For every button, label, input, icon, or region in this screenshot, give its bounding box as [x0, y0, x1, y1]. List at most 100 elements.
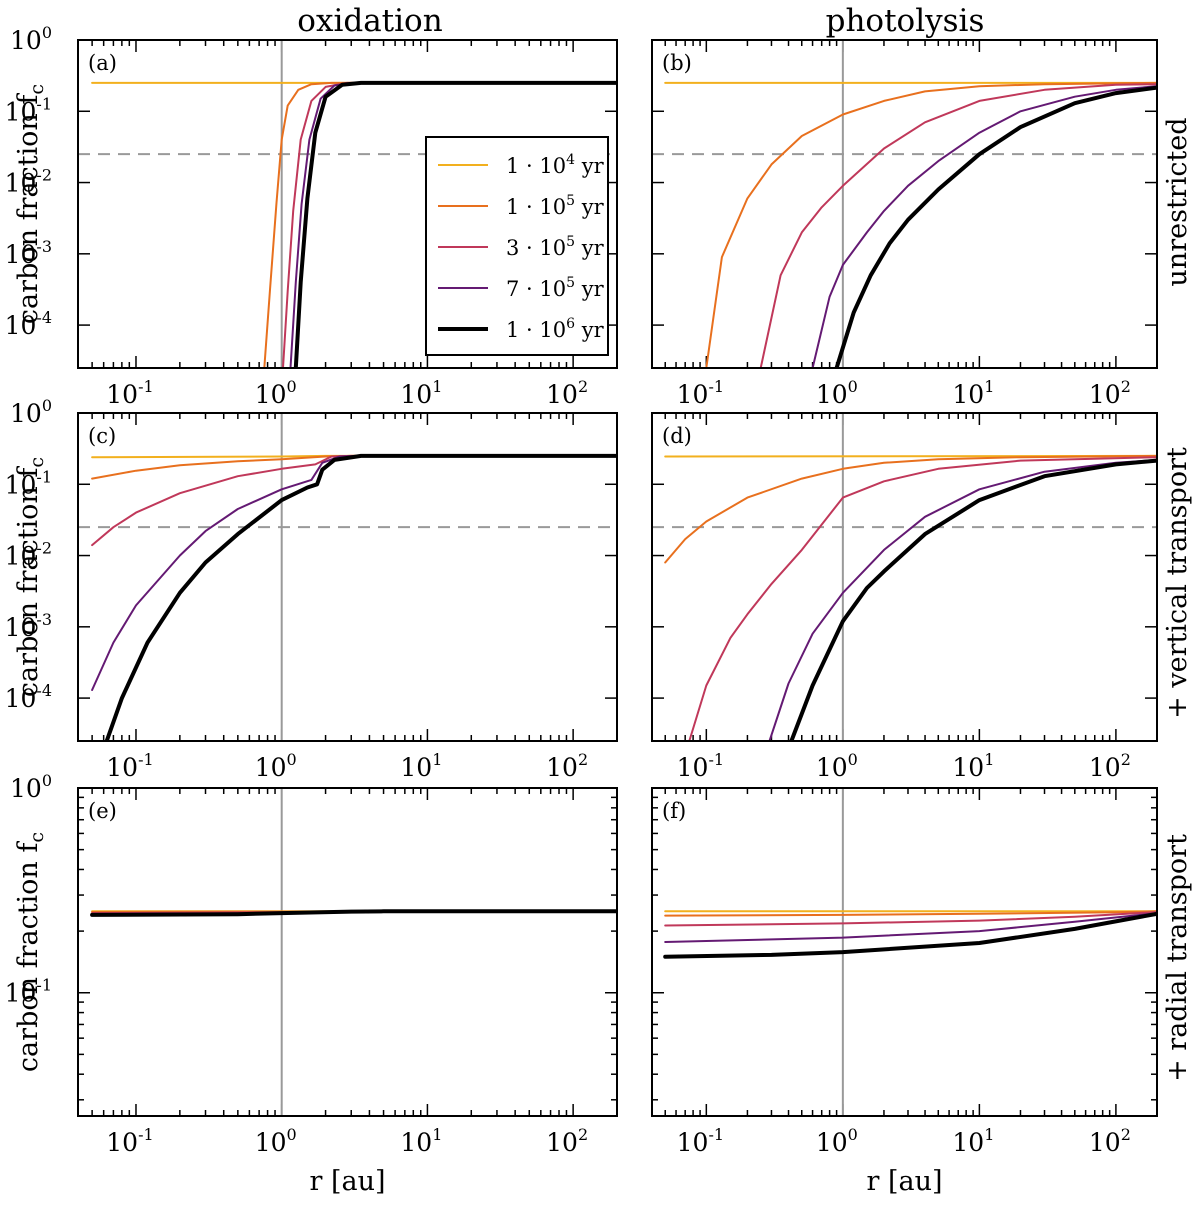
plot-area — [90, 788, 617, 1116]
legend-label: 1 · 104 yr — [506, 152, 605, 178]
x-tick-label: 100 — [816, 1125, 858, 1157]
panel-label: (e) — [88, 799, 117, 823]
x-axis-label: r [au] — [309, 1166, 385, 1197]
x-tick-label: 10-1 — [677, 750, 724, 782]
series-line-4 — [811, 85, 1157, 368]
y-tick-label: 100 — [10, 396, 52, 428]
x-tick-label: 10-1 — [677, 1125, 724, 1157]
series-line-5 — [104, 453, 617, 741]
x-tick-label: 102 — [1089, 377, 1131, 409]
x-tick-label: 10-1 — [106, 377, 153, 409]
panel-label: (b) — [662, 51, 692, 75]
panel-label: (f) — [662, 799, 686, 823]
panel-d: (d) 10-1 100 101 102 — [651, 412, 1158, 782]
panel-frame — [651, 39, 1158, 369]
plot-area — [78, 413, 617, 741]
series-line-2 — [664, 454, 1157, 564]
y-tick-label: 100 — [10, 23, 52, 55]
panel-frame — [651, 412, 1158, 742]
y-tick-label: 100 — [10, 771, 52, 803]
panel-f: (f) 10-1 100 101 102 r [au] — [651, 787, 1158, 1197]
y-tick-label: 10-2 — [5, 166, 52, 198]
x-tick-label: 102 — [546, 750, 588, 782]
panel-frame — [651, 787, 1158, 1117]
series-line-2 — [664, 910, 1157, 917]
tick-marks — [77, 412, 618, 741]
panel-label: (c) — [88, 424, 116, 448]
series-line-4 — [768, 458, 1157, 741]
plot-area — [663, 788, 1157, 1116]
y-tick-label: 10-3 — [5, 610, 52, 642]
x-tick-label: 102 — [546, 1125, 588, 1157]
x-tick-label: 101 — [952, 750, 994, 782]
row-title-radial-transport: + radial transport — [1162, 834, 1193, 1082]
column-title-oxidation: oxidation — [297, 3, 442, 39]
series-line-3 — [91, 454, 617, 547]
tick-marks — [651, 787, 1158, 1116]
x-tick-label: 100 — [255, 750, 297, 782]
x-tick-label: 100 — [816, 377, 858, 409]
panel-b: (b) 10-1 100 101 102 — [651, 39, 1158, 409]
y-axis-label: carbon fraction fc — [13, 457, 48, 697]
x-tick-label: 101 — [952, 1125, 994, 1157]
x-tick-label: 10-1 — [106, 750, 153, 782]
x-axis-label: r [au] — [866, 1166, 942, 1197]
legend-label: 1 · 105 yr — [506, 193, 605, 219]
x-tick-label: 100 — [816, 750, 858, 782]
x-tick-label: 101 — [400, 750, 442, 782]
series-line-2 — [705, 81, 1157, 368]
series-line-3 — [664, 911, 1157, 927]
y-tick-label: 10-4 — [5, 308, 52, 340]
column-title-photolysis: photolysis — [826, 3, 985, 39]
y-tick-label: 10-1 — [5, 976, 52, 1008]
series-line-5 — [789, 458, 1157, 741]
series-line-2 — [263, 81, 617, 368]
plot-area — [652, 40, 1157, 368]
panels-group: (a) 10-1 100 101 102 10-4 10-3 10-2 10-1 100 carbo… — [5, 23, 1158, 1197]
x-tick-label: 102 — [546, 377, 588, 409]
x-tick-label: 100 — [255, 377, 297, 409]
legend-label: 7 · 105 yr — [506, 275, 605, 301]
panel-label: (d) — [662, 424, 692, 448]
panel-frame — [77, 787, 618, 1117]
series-line-4 — [91, 454, 617, 691]
legend-label: 1 · 106 yr — [506, 316, 605, 342]
x-tick-label: 10-1 — [677, 377, 724, 409]
series-line-3 — [759, 83, 1157, 368]
y-axis-label: carbon fraction fc — [13, 84, 48, 324]
series-line-3 — [688, 456, 1157, 741]
series-line-2 — [91, 454, 617, 480]
x-tick-label: 100 — [255, 1125, 297, 1157]
series-line-4 — [664, 912, 1157, 943]
x-tick-label: 102 — [1089, 1125, 1131, 1157]
y-tick-label: 10-1 — [5, 467, 52, 499]
series-line-5 — [663, 911, 1157, 959]
row-title-vertical-transport: + vertical transport — [1162, 447, 1193, 719]
tick-marks — [651, 39, 1158, 368]
row-title-unrestricted: unrestricted — [1162, 117, 1193, 286]
tick-marks — [77, 787, 618, 1116]
plot-area — [652, 413, 1157, 741]
panel-c: (c) 10-1 100 101 102 10-4 10-3 10-2 10-1 100 carbo… — [5, 396, 618, 782]
x-tick-label: 101 — [952, 377, 994, 409]
panel-e: (e) 10-1 100 101 102 10-1 100 r [au] carbon frac… — [5, 771, 618, 1197]
y-tick-label: 10-3 — [5, 237, 52, 269]
panel-frame — [77, 412, 618, 742]
legend: 1 · 104 yr 1 · 105 yr 3 · 105 yr 7 · 105 yr… — [425, 136, 609, 356]
series-line-5 — [293, 80, 617, 368]
y-tick-label: 10-4 — [5, 681, 52, 713]
x-tick-label: 102 — [1089, 750, 1131, 782]
x-tick-label: 101 — [400, 1125, 442, 1157]
y-tick-label: 10-2 — [5, 539, 52, 571]
x-tick-label: 10-1 — [106, 1125, 153, 1157]
panel-frame — [77, 39, 618, 369]
panel-a: (a) 10-1 100 101 102 10-4 10-3 10-2 10-1 100 carbo… — [5, 23, 618, 409]
series-line-5 — [90, 909, 617, 917]
panel-label: (a) — [88, 51, 117, 75]
legend-label: 3 · 105 yr — [506, 234, 605, 260]
y-tick-label: 10-1 — [5, 94, 52, 126]
x-tick-label: 101 — [400, 377, 442, 409]
y-axis-label: carbon fraction fc — [13, 832, 48, 1072]
